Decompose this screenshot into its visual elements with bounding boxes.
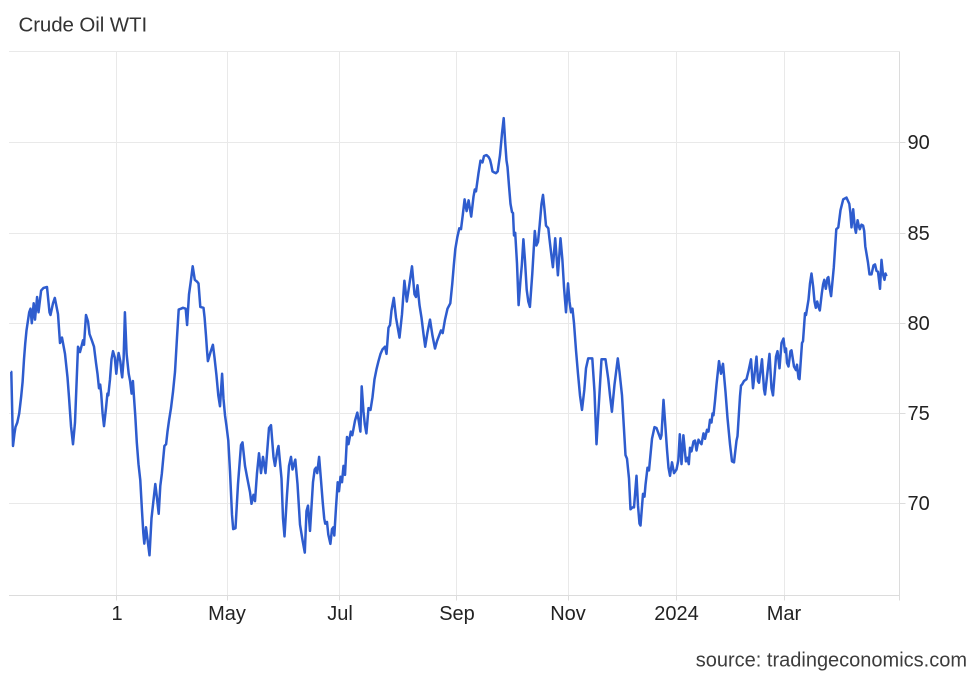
svg-text:Crude Oil WTI: Crude Oil WTI	[19, 14, 148, 37]
svg-text:Jul: Jul	[327, 603, 353, 625]
svg-text:1: 1	[111, 603, 122, 625]
svg-text:80: 80	[908, 313, 930, 335]
svg-text:Sep: Sep	[439, 603, 475, 625]
svg-text:70: 70	[908, 493, 930, 515]
svg-text:Nov: Nov	[550, 603, 586, 625]
svg-text:85: 85	[908, 223, 930, 245]
svg-text:75: 75	[908, 403, 930, 425]
svg-text:source: tradingeconomics.com: source: tradingeconomics.com	[696, 650, 967, 672]
svg-text:May: May	[208, 603, 246, 625]
svg-text:Mar: Mar	[767, 603, 802, 625]
svg-text:2024: 2024	[654, 603, 699, 625]
svg-text:90: 90	[908, 132, 930, 154]
